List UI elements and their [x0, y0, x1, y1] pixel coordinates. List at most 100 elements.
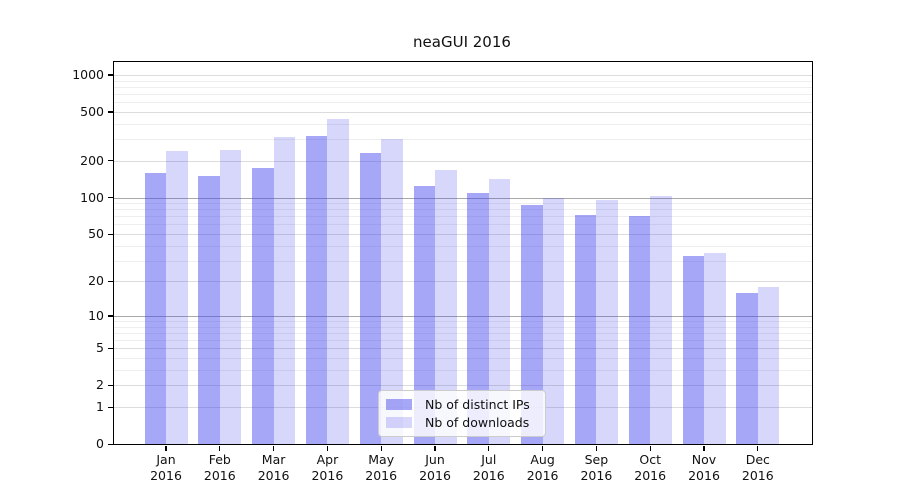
bar-downloads-sep: [596, 200, 618, 444]
major-gridline: [114, 348, 812, 350]
bar-downloads-oct: [650, 196, 672, 444]
bar-downloads-dec: [757, 286, 780, 444]
y-tick-mark: [108, 160, 113, 162]
x-tick-mark: [434, 446, 436, 451]
minor-gridline: [114, 94, 812, 95]
x-tick-mark: [380, 446, 382, 451]
y-tick-mark: [108, 111, 113, 113]
y-tick-label: 1: [96, 399, 104, 414]
bar-downloads-jun: [435, 170, 457, 444]
bar-distinct-ips-jan: [144, 172, 166, 444]
x-tick-mark: [219, 446, 221, 451]
x-tick-mark: [488, 446, 490, 451]
x-tick-mark: [326, 446, 328, 451]
minor-gridline: [114, 209, 812, 211]
legend-label-distinct-ips: Nb of distinct IPs: [425, 396, 530, 412]
bar-distinct-ips-oct: [628, 216, 651, 444]
minor-gridline: [114, 216, 812, 218]
x-tick-mark: [595, 446, 597, 451]
bar-distinct-ips-feb: [198, 176, 220, 444]
bar-distinct-ips-mar: [252, 167, 274, 444]
x-tick-mark: [649, 446, 651, 451]
bar-downloads-aug: [542, 197, 565, 444]
x-tick-label: Sep 2016: [580, 452, 613, 483]
bar-distinct-ips-aug: [521, 205, 543, 444]
major-gridline: [114, 111, 812, 113]
y-tick-mark: [108, 280, 113, 283]
legend-entry-distinct-ips: Nb of distinct IPs: [386, 397, 539, 412]
y-tick-label: 5: [96, 340, 104, 356]
y-tick-label: 20: [88, 273, 104, 289]
y-tick-label: 1000: [72, 66, 104, 82]
bar-distinct-ips-nov: [682, 255, 704, 444]
y-tick-label: 2: [96, 377, 104, 393]
bar-downloads-mar: [273, 136, 296, 444]
bar-downloads-jul: [488, 178, 511, 444]
plot-area: 1000 500 200 100 50 20 10 5 2 1 0 Jan 2016 Feb 2016 M…: [72, 61, 813, 483]
legend-swatch-downloads: [386, 417, 412, 429]
y-tick-mark: [108, 384, 113, 386]
y-tick-mark: [108, 347, 113, 349]
minor-gridline: [114, 102, 812, 104]
major-gridline: [114, 74, 812, 76]
x-tick-label: Jun 2016: [419, 452, 451, 483]
x-tick-mark: [542, 446, 544, 451]
y-tick-label: 50: [88, 226, 104, 241]
bar-distinct-ips-apr: [305, 135, 328, 444]
x-tick-label: May 2016: [365, 452, 398, 483]
minor-gridline: [114, 224, 812, 226]
legend-entry-downloads: Nb of downloads: [386, 415, 539, 430]
bar-distinct-ips-jul: [467, 193, 489, 444]
y-tick-label: 0: [96, 436, 104, 451]
minor-gridline: [114, 358, 812, 359]
bar-distinct-ips-sep: [574, 214, 597, 444]
chart-title: neaGUI 2016: [413, 33, 511, 51]
x-tick-mark: [165, 446, 167, 451]
y-tick-mark: [108, 74, 113, 76]
bar-downloads-may: [381, 139, 403, 444]
x-tick-label: Oct 2016: [634, 452, 667, 483]
minor-gridline: [114, 340, 812, 342]
x-tick-mark: [703, 446, 705, 451]
x-tick-label: Mar 2016: [257, 452, 290, 483]
y-tick-mark: [108, 406, 113, 408]
x-tick-label: Nov 2016: [688, 452, 720, 483]
major-gridline: [114, 385, 812, 387]
y-tick-mark: [108, 197, 113, 199]
minor-gridline: [114, 332, 812, 334]
bar-distinct-ips-jun: [413, 185, 435, 444]
x-tick-label: Jan 2016: [150, 452, 182, 483]
y-tick-label: 100: [80, 189, 104, 205]
minor-gridline: [114, 203, 812, 204]
x-tick-label: Feb 2016: [203, 452, 236, 483]
x-tick-label: Dec 2016: [741, 452, 774, 483]
bar-distinct-ips-dec: [736, 292, 758, 444]
bar-distinct-ips-may: [359, 153, 382, 444]
y-tick-label: 500: [80, 103, 104, 119]
y-tick-mark: [108, 315, 113, 317]
major-gridline: [114, 281, 812, 283]
minor-gridline: [114, 260, 812, 262]
bar-downloads-jan: [166, 151, 188, 444]
x-tick-label: Jul 2016: [472, 452, 505, 483]
major-gridline: [114, 234, 812, 235]
minor-gridline: [114, 369, 812, 371]
y-tick-mark: [108, 233, 113, 235]
x-tick-label: Apr 2016: [311, 452, 344, 483]
legend-swatch-distinct-ips: [386, 398, 412, 410]
bar-downloads-feb: [219, 149, 242, 444]
x-tick-mark: [273, 446, 275, 451]
y-tick-label: 200: [80, 152, 104, 168]
major-gridline: [114, 197, 812, 199]
minor-gridline: [114, 123, 812, 125]
legend: Nb of distinct IPs Nb of downloads: [378, 390, 546, 437]
minor-gridline: [114, 86, 812, 88]
legend-label-downloads: Nb of downloads: [425, 415, 530, 431]
minor-gridline: [114, 245, 812, 247]
minor-gridline: [114, 139, 812, 141]
y-tick-mark: [108, 443, 113, 445]
minor-gridline: [114, 326, 812, 328]
minor-gridline: [114, 321, 812, 322]
x-tick-label: Aug 2016: [526, 452, 559, 483]
